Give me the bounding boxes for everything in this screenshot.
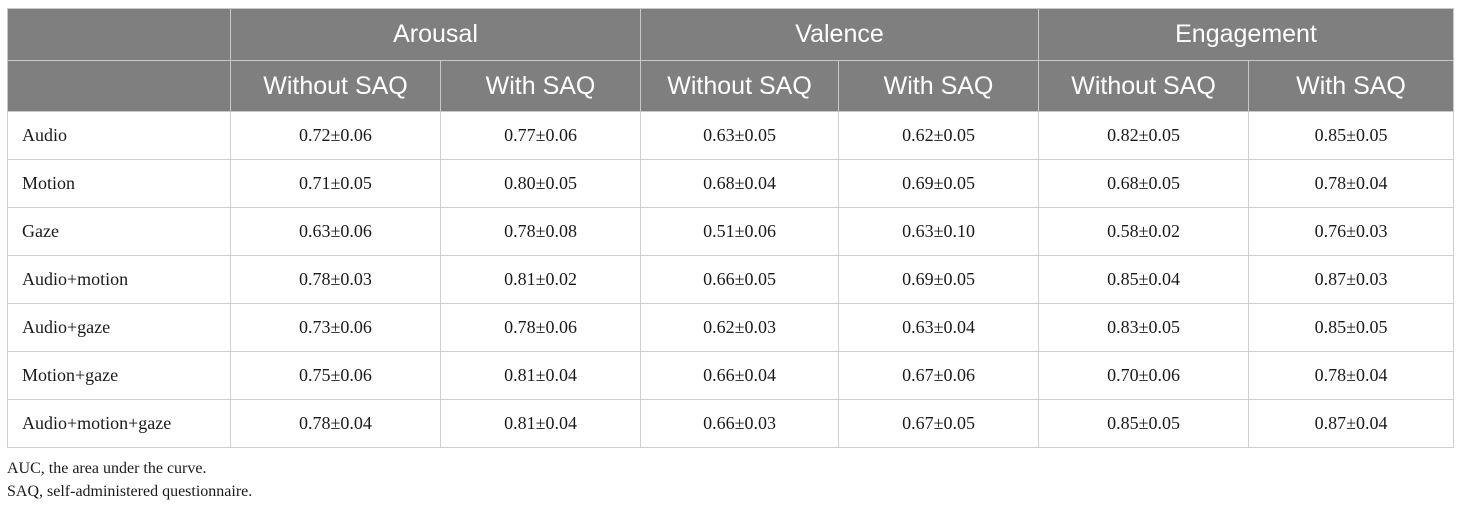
table-cell: 0.63±0.05 [640, 111, 840, 160]
table-cell: 0.87±0.04 [1248, 399, 1455, 448]
table-cell: 0.51±0.06 [640, 207, 840, 256]
table-cell: 0.67±0.06 [838, 351, 1040, 400]
table-cell: 0.87±0.03 [1248, 255, 1455, 304]
row-label: Audio+gaze [7, 303, 231, 352]
table-cell: 0.63±0.04 [838, 303, 1040, 352]
row-label: Motion [7, 159, 231, 208]
table-cell: 0.85±0.05 [1248, 303, 1455, 352]
table-cell: 0.83±0.05 [1038, 303, 1250, 352]
row-label: Audio+motion [7, 255, 231, 304]
footnote-saq: SAQ, self-administered questionnaire. [7, 483, 253, 500]
table-cell: 0.70±0.06 [1038, 351, 1250, 400]
subheader-arousal-with-saq: With SAQ [439, 60, 642, 112]
table-cell: 0.80±0.05 [439, 159, 642, 208]
table-cell: 0.68±0.04 [640, 159, 840, 208]
table-cell: 0.67±0.05 [838, 399, 1040, 448]
table-cell: 0.81±0.04 [439, 399, 642, 448]
table-cell: 0.62±0.03 [640, 303, 840, 352]
auc-results-table: Arousal Valence Engagement Without SAQ W… [7, 8, 1455, 448]
header-row-groups: Arousal Valence Engagement [7, 8, 1455, 61]
subheader-engagement-without-saq: Without SAQ [1038, 60, 1250, 112]
table-cell: 0.78±0.04 [230, 399, 441, 448]
results-table-container: Arousal Valence Engagement Without SAQ W… [7, 8, 1455, 448]
table-row: Gaze 0.63±0.06 0.78±0.08 0.51±0.06 0.63±0.10… [7, 207, 1455, 256]
table-cell: 0.82±0.05 [1038, 111, 1250, 160]
table-row: Audio+motion+gaze 0.78±0.04 0.81±0.04 0.66±… [7, 399, 1455, 448]
table-cell: 0.81±0.02 [439, 255, 642, 304]
table-row: Audio+gaze 0.73±0.06 0.78±0.06 0.62±0.03 0.6… [7, 303, 1455, 352]
table-cell: 0.85±0.05 [1038, 399, 1250, 448]
row-label: Motion+gaze [7, 351, 231, 400]
table-cell: 0.68±0.05 [1038, 159, 1250, 208]
table-row: Motion+gaze 0.75±0.06 0.81±0.04 0.66±0.04 0.… [7, 351, 1455, 400]
subheader-valence-with-saq: With SAQ [838, 60, 1040, 112]
group-header-arousal: Arousal [229, 8, 642, 61]
table-cell: 0.66±0.05 [640, 255, 840, 304]
table-cell: 0.73±0.06 [230, 303, 441, 352]
row-label: Audio+motion+gaze [7, 399, 231, 448]
corner-cell [7, 8, 231, 61]
table-cell: 0.78±0.04 [1248, 351, 1455, 400]
row-label: Audio [7, 111, 231, 160]
table-cell: 0.66±0.03 [640, 399, 840, 448]
table-cell: 0.78±0.04 [1248, 159, 1455, 208]
table-cell: 0.69±0.05 [838, 159, 1040, 208]
table-row: Audio+motion 0.78±0.03 0.81±0.02 0.66±0.05 0… [7, 255, 1455, 304]
table-row: Audio 0.72±0.06 0.77±0.06 0.63±0.05 0.62±0.0… [7, 111, 1455, 160]
subheader-engagement-with-saq: With SAQ [1248, 60, 1455, 112]
table-cell: 0.63±0.10 [838, 207, 1040, 256]
table-cell: 0.76±0.03 [1248, 207, 1455, 256]
table-cell: 0.85±0.04 [1038, 255, 1250, 304]
table-cell: 0.71±0.05 [230, 159, 441, 208]
table-cell: 0.85±0.05 [1248, 111, 1455, 160]
table-body: Audio 0.72±0.06 0.77±0.06 0.63±0.05 0.62±0.0… [7, 111, 1455, 448]
group-header-engagement: Engagement [1038, 8, 1455, 61]
subheader-valence-without-saq: Without SAQ [640, 60, 840, 112]
table-row: Motion 0.71±0.05 0.80±0.05 0.68±0.04 0.69±0.… [7, 159, 1455, 208]
table-cell: 0.78±0.08 [439, 207, 642, 256]
table-cell: 0.77±0.06 [439, 111, 642, 160]
footnote-auc: AUC, the area under the curve. [7, 460, 207, 477]
group-header-valence: Valence [640, 8, 1040, 61]
table-cell: 0.78±0.03 [230, 255, 441, 304]
table-cell: 0.58±0.02 [1038, 207, 1250, 256]
table-cell: 0.75±0.06 [230, 351, 441, 400]
row-label: Gaze [7, 207, 231, 256]
table-cell: 0.63±0.06 [230, 207, 441, 256]
table-cell: 0.69±0.05 [838, 255, 1040, 304]
table-cell: 0.66±0.04 [640, 351, 840, 400]
subheader-arousal-without-saq: Without SAQ [230, 60, 441, 112]
footnotes: AUC, the area under the curve. SAQ, self… [7, 457, 252, 503]
table-cell: 0.72±0.06 [230, 111, 441, 160]
table-cell: 0.62±0.05 [838, 111, 1040, 160]
header-row-subheaders: Without SAQ With SAQ Without SAQ With SA… [7, 60, 1455, 112]
corner-cell-lower [7, 60, 231, 112]
table-cell: 0.78±0.06 [439, 303, 642, 352]
table-cell: 0.81±0.04 [439, 351, 642, 400]
